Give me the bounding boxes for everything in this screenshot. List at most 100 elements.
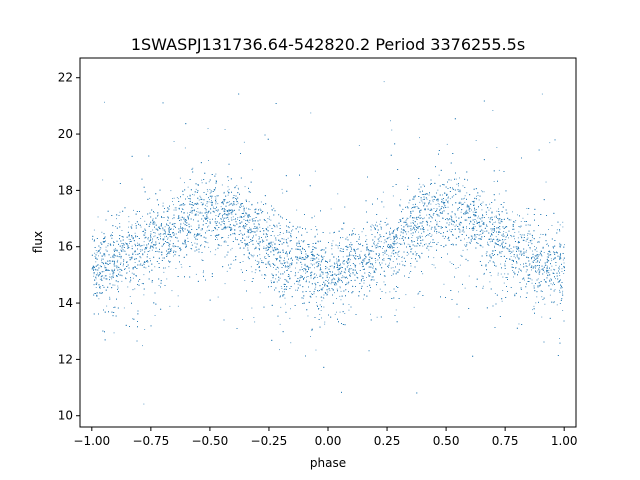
data-point	[510, 248, 512, 249]
data-point	[101, 260, 102, 262]
data-point	[498, 230, 500, 232]
data-point	[257, 228, 259, 230]
data-point	[281, 188, 283, 190]
data-point	[453, 220, 455, 222]
data-point	[528, 242, 530, 243]
data-point	[254, 248, 255, 250]
data-point	[250, 191, 251, 193]
data-point	[257, 242, 259, 244]
data-point	[482, 214, 483, 215]
data-point	[292, 229, 294, 231]
data-point	[545, 234, 547, 236]
data-point	[515, 267, 517, 269]
data-point	[514, 221, 516, 223]
data-point	[551, 260, 553, 262]
data-point	[160, 251, 162, 253]
data-point	[322, 257, 324, 258]
data-point	[422, 245, 424, 247]
data-point	[467, 216, 469, 218]
data-point	[502, 290, 504, 291]
data-point	[514, 238, 515, 240]
data-point	[95, 274, 97, 276]
data-point	[210, 192, 212, 193]
data-point	[481, 209, 483, 211]
data-point	[481, 202, 483, 204]
data-point	[401, 260, 403, 262]
data-point	[384, 253, 386, 254]
data-point	[370, 273, 372, 275]
data-point	[480, 233, 482, 235]
data-point	[173, 209, 175, 211]
data-point	[124, 250, 126, 252]
data-point	[347, 277, 348, 279]
data-point	[324, 321, 326, 323]
data-point	[144, 228, 146, 230]
data-point	[229, 203, 231, 205]
data-point	[295, 274, 297, 276]
data-point	[477, 195, 479, 196]
data-point	[97, 272, 98, 274]
data-point	[406, 217, 408, 219]
data-point	[392, 267, 394, 269]
data-point	[540, 233, 542, 235]
data-point	[327, 291, 329, 293]
data-point	[297, 283, 299, 285]
data-point	[547, 243, 548, 245]
data-point	[419, 212, 421, 214]
data-point	[242, 237, 243, 239]
data-point	[314, 235, 316, 237]
data-point	[259, 258, 261, 260]
data-point	[211, 230, 213, 232]
data-point	[487, 241, 488, 243]
data-point	[131, 240, 132, 242]
data-point	[521, 234, 523, 236]
data-point	[118, 252, 120, 253]
data-point	[224, 228, 226, 230]
data-point	[520, 221, 522, 222]
data-point	[123, 260, 125, 262]
data-point	[476, 195, 477, 197]
data-point	[237, 202, 239, 204]
data-point	[126, 272, 128, 274]
data-point	[173, 197, 175, 199]
data-point	[382, 191, 384, 193]
data-point	[121, 230, 123, 231]
data-point	[375, 260, 377, 262]
data-point	[503, 282, 505, 284]
data-point	[538, 274, 540, 275]
data-point	[407, 231, 409, 233]
data-point	[339, 286, 341, 288]
data-point	[389, 244, 391, 246]
data-point	[421, 235, 423, 237]
data-point	[534, 246, 535, 247]
data-point	[366, 248, 368, 250]
data-point	[442, 211, 443, 213]
data-point	[451, 221, 453, 222]
data-point	[407, 243, 409, 245]
data-point	[412, 235, 414, 236]
data-point	[192, 167, 194, 169]
data-point	[516, 254, 518, 256]
data-point	[237, 217, 239, 218]
data-point	[92, 268, 94, 269]
data-point	[277, 249, 279, 251]
data-point	[228, 235, 230, 236]
data-point	[238, 226, 240, 228]
data-point	[409, 216, 411, 218]
data-point	[187, 186, 189, 188]
data-point	[347, 264, 349, 266]
data-point	[324, 323, 326, 325]
data-point	[511, 236, 513, 238]
data-point	[228, 180, 229, 181]
data-point	[229, 213, 231, 215]
data-point	[134, 243, 136, 245]
data-point	[130, 258, 132, 260]
data-point	[459, 229, 461, 231]
data-point	[190, 232, 192, 234]
data-point	[437, 203, 439, 205]
data-point	[208, 225, 210, 227]
data-point	[144, 235, 146, 236]
data-point	[250, 241, 252, 242]
data-point	[119, 271, 121, 273]
data-point	[430, 241, 431, 243]
